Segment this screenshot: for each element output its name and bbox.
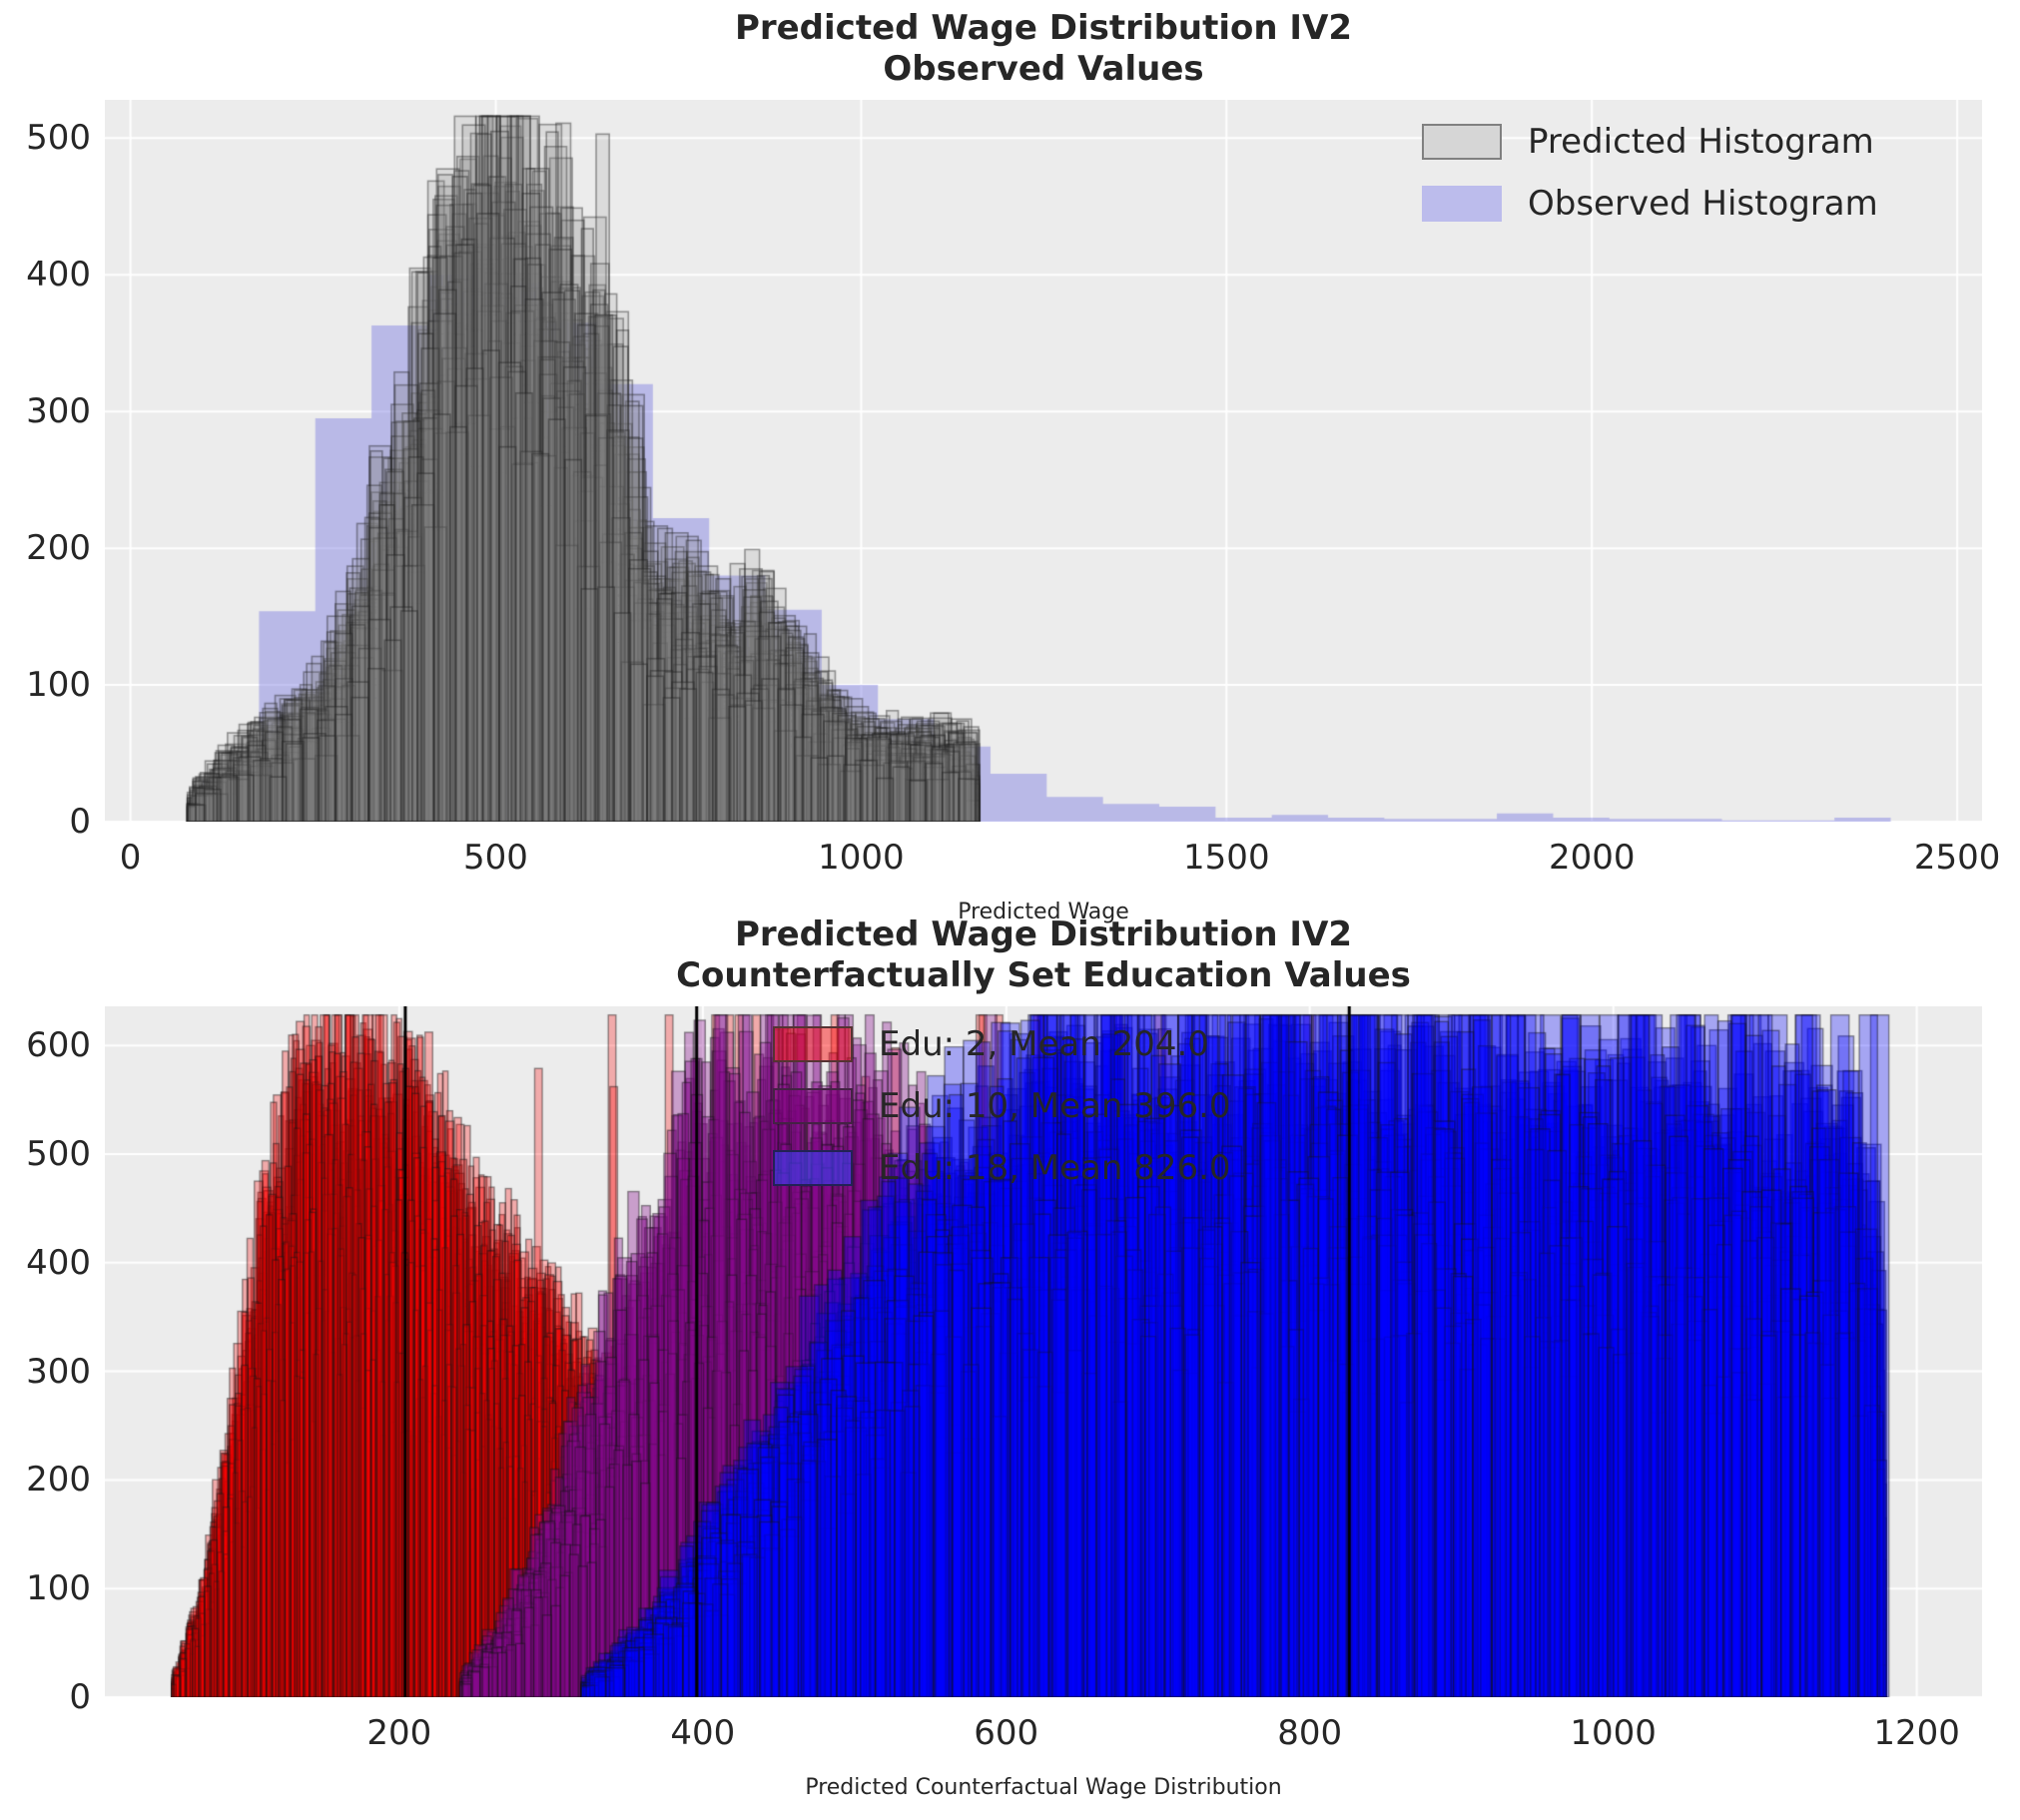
legend-label: Edu: 2, Mean 204.0 bbox=[879, 1024, 1209, 1064]
x-tick-label: 400 bbox=[670, 1713, 736, 1753]
bottom-chart-title-line1: Predicted Wage Distribution IV2 bbox=[734, 914, 1353, 954]
y-tick-label: 100 bbox=[26, 1568, 91, 1609]
bottom-chart-title: Predicted Wage Distribution IV2 Counterf… bbox=[105, 914, 1982, 996]
x-tick-label: 2500 bbox=[1913, 838, 2001, 878]
x-tick-label: 0 bbox=[119, 838, 142, 878]
top-chart-title-line1: Predicted Wage Distribution IV2 bbox=[734, 8, 1353, 48]
legend-swatch bbox=[1422, 124, 1502, 160]
y-tick-label: 0 bbox=[69, 802, 91, 842]
legend-entry: Predicted Histogram bbox=[1422, 122, 1878, 162]
top-legend: Predicted Histogram Observed Histogram bbox=[1422, 122, 1878, 246]
top-x-axis-label: Predicted Wage bbox=[958, 900, 1129, 924]
x-tick-label: 1000 bbox=[1570, 1713, 1657, 1753]
top-chart-title: Predicted Wage Distribution IV2 Observed… bbox=[105, 8, 1982, 90]
x-tick-label: 600 bbox=[974, 1713, 1039, 1753]
y-tick-label: 100 bbox=[26, 665, 91, 706]
top-plot-canvas bbox=[105, 100, 1982, 822]
x-tick-label: 200 bbox=[366, 1713, 432, 1753]
legend-entry: Edu: 18, Mean 826.0 bbox=[773, 1148, 1231, 1188]
x-tick-label: 2000 bbox=[1548, 838, 1636, 878]
legend-swatch bbox=[773, 1150, 853, 1186]
legend-swatch bbox=[773, 1088, 853, 1124]
x-tick-label: 1000 bbox=[818, 838, 905, 878]
x-tick-label: 1500 bbox=[1183, 838, 1270, 878]
legend-label: Observed Histogram bbox=[1528, 184, 1878, 224]
legend-label: Edu: 10, Mean 396.0 bbox=[879, 1086, 1231, 1126]
y-tick-label: 300 bbox=[26, 391, 91, 432]
y-tick-label: 400 bbox=[26, 1242, 91, 1283]
legend-entry: Observed Histogram bbox=[1422, 184, 1878, 224]
bottom-legend: Edu: 2, Mean 204.0 Edu: 10, Mean 396.0 Edu… bbox=[773, 1024, 1231, 1210]
legend-entry: Edu: 10, Mean 396.0 bbox=[773, 1086, 1231, 1126]
x-tick-label: 1200 bbox=[1873, 1713, 1960, 1753]
bottom-x-axis-label: Predicted Counterfactual Wage Distributi… bbox=[805, 1775, 1282, 1800]
legend-swatch bbox=[773, 1026, 853, 1062]
y-tick-label: 400 bbox=[26, 255, 91, 296]
bottom-plot-canvas bbox=[105, 1006, 1982, 1697]
y-tick-label: 0 bbox=[69, 1677, 91, 1717]
x-tick-label: 800 bbox=[1277, 1713, 1343, 1753]
top-chart-title-line2: Observed Values bbox=[883, 49, 1204, 89]
y-tick-label: 200 bbox=[26, 528, 91, 569]
legend-label: Predicted Histogram bbox=[1528, 122, 1874, 162]
legend-label: Edu: 18, Mean 826.0 bbox=[879, 1148, 1231, 1188]
y-tick-label: 200 bbox=[26, 1460, 91, 1501]
legend-entry: Edu: 2, Mean 204.0 bbox=[773, 1024, 1231, 1064]
y-tick-label: 500 bbox=[26, 118, 91, 159]
y-tick-label: 300 bbox=[26, 1351, 91, 1392]
bottom-chart-title-line2: Counterfactually Set Education Values bbox=[676, 955, 1411, 995]
y-tick-label: 500 bbox=[26, 1133, 91, 1174]
legend-swatch bbox=[1422, 186, 1502, 222]
x-tick-label: 500 bbox=[463, 838, 528, 878]
y-tick-label: 600 bbox=[26, 1025, 91, 1066]
